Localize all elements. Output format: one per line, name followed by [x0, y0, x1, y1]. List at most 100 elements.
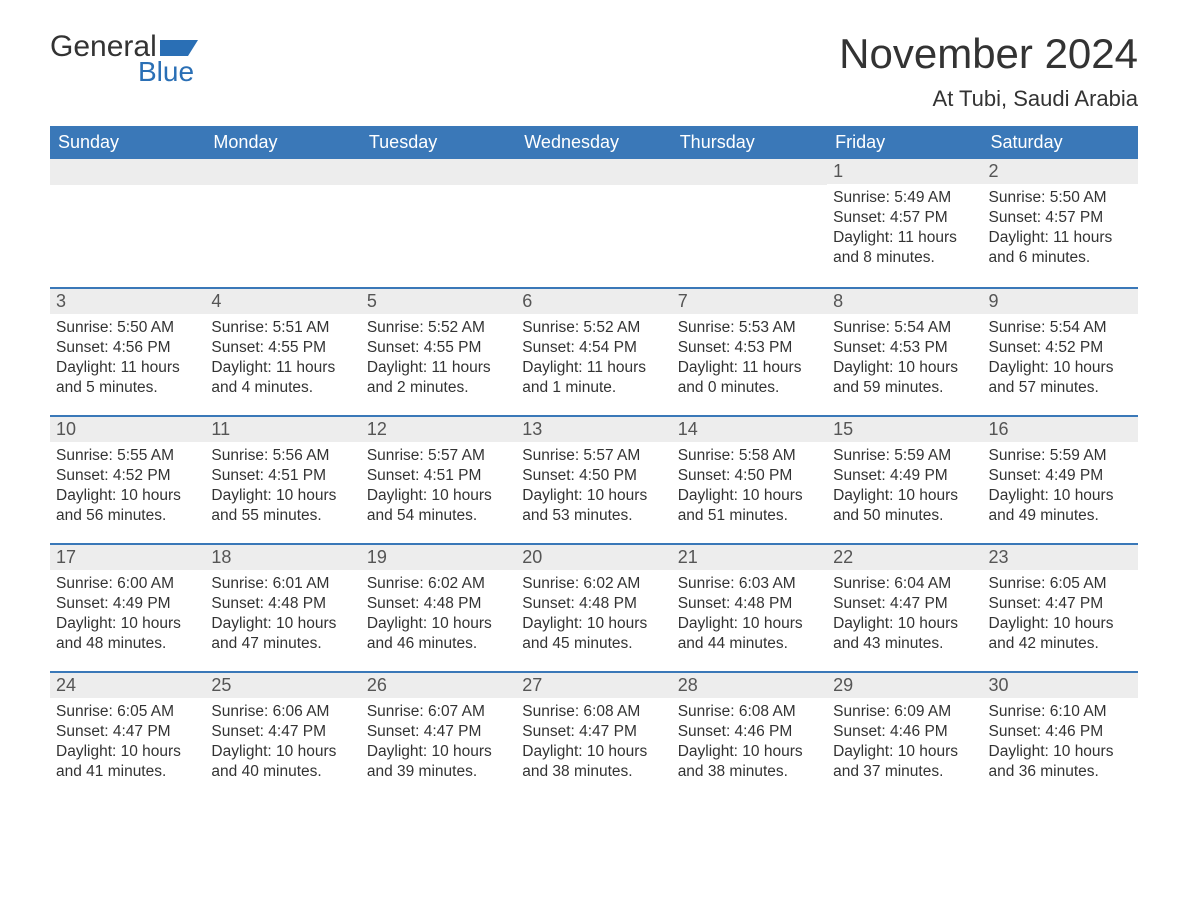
- month-title: November 2024: [839, 30, 1138, 78]
- daylight-text: Daylight: 11 hours and 6 minutes.: [989, 228, 1132, 268]
- sunset-text: Sunset: 4:53 PM: [833, 338, 976, 358]
- day-details: Sunrise: 6:05 AMSunset: 4:47 PMDaylight:…: [983, 570, 1138, 663]
- calendar-cell: [50, 159, 205, 287]
- sunset-text: Sunset: 4:52 PM: [56, 466, 199, 486]
- calendar-cell: 26Sunrise: 6:07 AMSunset: 4:47 PMDayligh…: [361, 673, 516, 799]
- day-details: Sunrise: 6:01 AMSunset: 4:48 PMDaylight:…: [205, 570, 360, 663]
- day-details: Sunrise: 5:50 AMSunset: 4:56 PMDaylight:…: [50, 314, 205, 407]
- sunrise-text: Sunrise: 6:05 AM: [989, 574, 1132, 594]
- day-details: Sunrise: 5:57 AMSunset: 4:51 PMDaylight:…: [361, 442, 516, 535]
- daylight-text: Daylight: 10 hours and 59 minutes.: [833, 358, 976, 398]
- calendar-cell: [516, 159, 671, 287]
- day-number: 11: [205, 417, 360, 442]
- calendar-week: 1Sunrise: 5:49 AMSunset: 4:57 PMDaylight…: [50, 159, 1138, 287]
- day-details: Sunrise: 6:07 AMSunset: 4:47 PMDaylight:…: [361, 698, 516, 791]
- day-number: 5: [361, 289, 516, 314]
- day-number: 23: [983, 545, 1138, 570]
- calendar-cell: 7Sunrise: 5:53 AMSunset: 4:53 PMDaylight…: [672, 289, 827, 415]
- day-number: 10: [50, 417, 205, 442]
- sunrise-text: Sunrise: 5:54 AM: [989, 318, 1132, 338]
- day-details: Sunrise: 6:09 AMSunset: 4:46 PMDaylight:…: [827, 698, 982, 791]
- sunrise-text: Sunrise: 6:09 AM: [833, 702, 976, 722]
- sunset-text: Sunset: 4:48 PM: [211, 594, 354, 614]
- sunrise-text: Sunrise: 5:58 AM: [678, 446, 821, 466]
- daylight-text: Daylight: 10 hours and 46 minutes.: [367, 614, 510, 654]
- daylight-text: Daylight: 10 hours and 44 minutes.: [678, 614, 821, 654]
- day-details: Sunrise: 5:49 AMSunset: 4:57 PMDaylight:…: [827, 184, 982, 277]
- day-header-cell: Monday: [205, 126, 360, 159]
- sunrise-text: Sunrise: 6:08 AM: [678, 702, 821, 722]
- day-number: 30: [983, 673, 1138, 698]
- calendar-cell: 5Sunrise: 5:52 AMSunset: 4:55 PMDaylight…: [361, 289, 516, 415]
- day-number: 25: [205, 673, 360, 698]
- day-number: 19: [361, 545, 516, 570]
- sunset-text: Sunset: 4:48 PM: [367, 594, 510, 614]
- calendar-cell: 30Sunrise: 6:10 AMSunset: 4:46 PMDayligh…: [983, 673, 1138, 799]
- day-details: Sunrise: 6:03 AMSunset: 4:48 PMDaylight:…: [672, 570, 827, 663]
- title-block: November 2024 At Tubi, Saudi Arabia: [839, 30, 1138, 112]
- day-number: [361, 159, 516, 185]
- sunset-text: Sunset: 4:47 PM: [367, 722, 510, 742]
- day-number: [672, 159, 827, 185]
- day-details: Sunrise: 6:05 AMSunset: 4:47 PMDaylight:…: [50, 698, 205, 791]
- calendar-cell: 6Sunrise: 5:52 AMSunset: 4:54 PMDaylight…: [516, 289, 671, 415]
- sunrise-text: Sunrise: 5:59 AM: [989, 446, 1132, 466]
- day-details: Sunrise: 5:57 AMSunset: 4:50 PMDaylight:…: [516, 442, 671, 535]
- daylight-text: Daylight: 11 hours and 4 minutes.: [211, 358, 354, 398]
- sunset-text: Sunset: 4:47 PM: [833, 594, 976, 614]
- sunrise-text: Sunrise: 5:57 AM: [522, 446, 665, 466]
- calendar-cell: 28Sunrise: 6:08 AMSunset: 4:46 PMDayligh…: [672, 673, 827, 799]
- sunrise-text: Sunrise: 6:02 AM: [522, 574, 665, 594]
- calendar-cell: 12Sunrise: 5:57 AMSunset: 4:51 PMDayligh…: [361, 417, 516, 543]
- day-number: 18: [205, 545, 360, 570]
- day-details: Sunrise: 5:55 AMSunset: 4:52 PMDaylight:…: [50, 442, 205, 535]
- calendar-cell: 11Sunrise: 5:56 AMSunset: 4:51 PMDayligh…: [205, 417, 360, 543]
- daylight-text: Daylight: 10 hours and 51 minutes.: [678, 486, 821, 526]
- sunrise-text: Sunrise: 6:06 AM: [211, 702, 354, 722]
- sunset-text: Sunset: 4:48 PM: [522, 594, 665, 614]
- calendar: SundayMondayTuesdayWednesdayThursdayFrid…: [50, 126, 1138, 799]
- day-number: 26: [361, 673, 516, 698]
- sunrise-text: Sunrise: 5:55 AM: [56, 446, 199, 466]
- daylight-text: Daylight: 10 hours and 37 minutes.: [833, 742, 976, 782]
- day-number: 7: [672, 289, 827, 314]
- sunset-text: Sunset: 4:57 PM: [833, 208, 976, 228]
- calendar-cell: 20Sunrise: 6:02 AMSunset: 4:48 PMDayligh…: [516, 545, 671, 671]
- sunset-text: Sunset: 4:46 PM: [833, 722, 976, 742]
- day-number: 29: [827, 673, 982, 698]
- day-number: [516, 159, 671, 185]
- daylight-text: Daylight: 10 hours and 38 minutes.: [522, 742, 665, 782]
- sunrise-text: Sunrise: 6:01 AM: [211, 574, 354, 594]
- sunset-text: Sunset: 4:47 PM: [56, 722, 199, 742]
- daylight-text: Daylight: 10 hours and 53 minutes.: [522, 486, 665, 526]
- day-number: 16: [983, 417, 1138, 442]
- day-number: 22: [827, 545, 982, 570]
- day-number: 2: [983, 159, 1138, 184]
- calendar-cell: 13Sunrise: 5:57 AMSunset: 4:50 PMDayligh…: [516, 417, 671, 543]
- day-number: 27: [516, 673, 671, 698]
- daylight-text: Daylight: 11 hours and 1 minute.: [522, 358, 665, 398]
- day-number: 1: [827, 159, 982, 184]
- day-number: 13: [516, 417, 671, 442]
- calendar-cell: 24Sunrise: 6:05 AMSunset: 4:47 PMDayligh…: [50, 673, 205, 799]
- sunset-text: Sunset: 4:47 PM: [211, 722, 354, 742]
- day-details: Sunrise: 5:54 AMSunset: 4:53 PMDaylight:…: [827, 314, 982, 407]
- sunrise-text: Sunrise: 5:53 AM: [678, 318, 821, 338]
- sunrise-text: Sunrise: 5:50 AM: [56, 318, 199, 338]
- sunrise-text: Sunrise: 6:07 AM: [367, 702, 510, 722]
- day-number: [50, 159, 205, 185]
- brand-logo: General Blue: [50, 30, 198, 88]
- sunset-text: Sunset: 4:55 PM: [211, 338, 354, 358]
- day-details: Sunrise: 5:54 AMSunset: 4:52 PMDaylight:…: [983, 314, 1138, 407]
- day-details: Sunrise: 5:51 AMSunset: 4:55 PMDaylight:…: [205, 314, 360, 407]
- sunset-text: Sunset: 4:55 PM: [367, 338, 510, 358]
- day-details: Sunrise: 5:52 AMSunset: 4:54 PMDaylight:…: [516, 314, 671, 407]
- day-details: Sunrise: 5:56 AMSunset: 4:51 PMDaylight:…: [205, 442, 360, 535]
- sunset-text: Sunset: 4:51 PM: [367, 466, 510, 486]
- day-details: Sunrise: 5:53 AMSunset: 4:53 PMDaylight:…: [672, 314, 827, 407]
- daylight-text: Daylight: 10 hours and 45 minutes.: [522, 614, 665, 654]
- sunset-text: Sunset: 4:56 PM: [56, 338, 199, 358]
- calendar-cell: 8Sunrise: 5:54 AMSunset: 4:53 PMDaylight…: [827, 289, 982, 415]
- day-number: 12: [361, 417, 516, 442]
- sunrise-text: Sunrise: 5:52 AM: [367, 318, 510, 338]
